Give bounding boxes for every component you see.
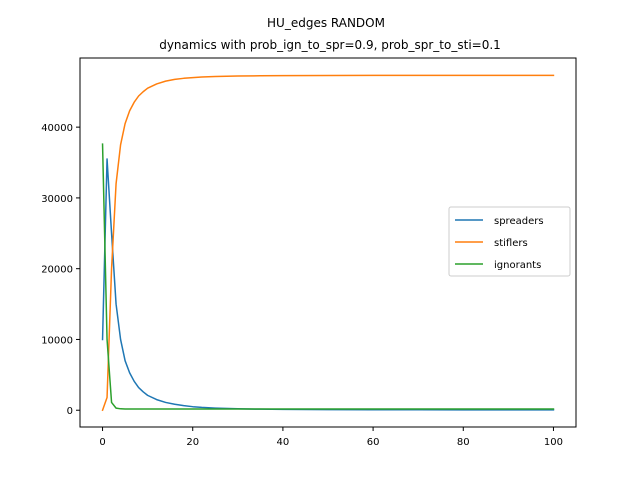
series-line-stiflers: [101, 74, 555, 412]
series-layer: [101, 74, 555, 412]
y-tick-label: 10000: [41, 335, 73, 346]
x-tick-label: 20: [186, 437, 199, 448]
plot-frame: [79, 57, 577, 428]
legend: spreaders stiflers ignorants: [448, 206, 571, 277]
y-tick-label: 20000: [41, 265, 73, 276]
y-tick-label: 30000: [41, 194, 73, 205]
series-line-ignorants: [101, 143, 555, 410]
x-tick-label: 80: [457, 437, 470, 448]
x-tick-label: 0: [99, 437, 105, 448]
x-tick-label: 40: [277, 437, 290, 448]
legend-label-spreaders: spreaders: [494, 216, 544, 227]
legend-frame: [448, 206, 571, 277]
y-tick-label: 0: [67, 406, 73, 417]
axes-layer: 0 20 40 60 80 100 0 10000 20000 30000 40000: [41, 57, 577, 448]
chart-subtitle: dynamics with prob_ign_to_spr=0.9, prob_…: [159, 38, 501, 52]
legend-label-stiflers: stiflers: [494, 238, 528, 249]
x-tick-label: 100: [544, 437, 563, 448]
y-tick-label: 40000: [41, 123, 73, 134]
x-tick-label: 60: [367, 437, 380, 448]
chart-title: HU_edges RANDOM: [267, 16, 385, 30]
legend-label-ignorants: ignorants: [494, 260, 541, 271]
series-line-spreaders: [101, 158, 555, 411]
